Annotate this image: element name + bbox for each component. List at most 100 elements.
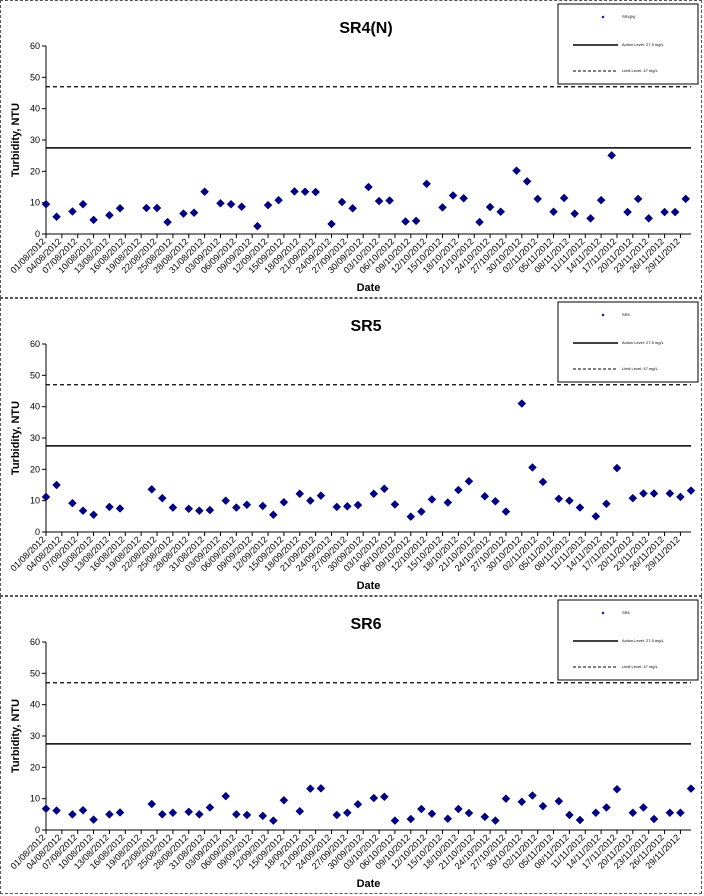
data-point (385, 196, 395, 205)
y-tick-label: 0 (35, 825, 40, 835)
data-point (253, 221, 262, 231)
y-tick-label: 50 (30, 668, 40, 678)
data-point (316, 491, 326, 501)
legend-entry: SR4(N) (622, 14, 636, 19)
data-point (205, 803, 215, 812)
data-point (78, 199, 88, 209)
y-tick-label: 30 (30, 731, 40, 741)
data-point (649, 489, 659, 498)
y-tick-label: 10 (30, 496, 40, 506)
chart-panel-sr5: SR5 0 10 20 30 40 50 60 01/08/2012 04/08/2012 07/0… (0, 298, 702, 596)
data-point (115, 504, 125, 513)
data-point (332, 810, 342, 820)
data-point (89, 815, 98, 825)
legend-entry: Action Level: 27.5 mg/L (622, 638, 665, 643)
data-point (78, 506, 88, 516)
data-point (364, 182, 373, 192)
data-point (305, 784, 315, 793)
y-tick-label: 30 (30, 135, 40, 145)
data-point (459, 193, 469, 203)
legend-entry: Action Level: 27.5 mg/L (622, 42, 665, 47)
data-point (279, 795, 289, 805)
data-point (586, 213, 595, 223)
data-point (438, 203, 447, 212)
data-point (168, 503, 178, 512)
data-point (538, 801, 548, 811)
data-point (665, 808, 675, 818)
data-point (115, 203, 125, 213)
data-point (602, 803, 611, 812)
data-point (380, 792, 389, 802)
data-point (528, 791, 537, 800)
data-point (300, 187, 310, 197)
legend-entry: Limit Level: 47 mg/L (622, 366, 659, 371)
data-point (194, 809, 204, 819)
y-axis-label: Turbidity, NTU (10, 103, 22, 177)
data-point (295, 489, 305, 499)
data-point (157, 809, 167, 819)
data-point (591, 808, 601, 818)
data-point (639, 803, 648, 812)
chart-title: SR5 (350, 318, 381, 335)
legend-entry: Limit Level: 47 mg/L (622, 664, 659, 669)
data-point (591, 511, 601, 521)
data-point (237, 202, 246, 212)
data-point (491, 816, 500, 825)
data-point (570, 209, 580, 218)
data-point (163, 217, 172, 227)
data-point (454, 485, 463, 495)
data-point (353, 799, 363, 809)
data-point (268, 510, 278, 520)
data-point (348, 203, 357, 213)
data-point (52, 806, 61, 815)
data-point (480, 812, 490, 822)
legend-box (557, 3, 699, 85)
chart-title: SR4(N) (339, 20, 392, 37)
data-point (380, 484, 389, 494)
data-point (512, 166, 521, 176)
data-point (665, 489, 675, 498)
data-point (639, 489, 648, 498)
data-point (623, 207, 632, 217)
data-point (369, 489, 379, 499)
x-axis-label: Date (357, 580, 381, 592)
data-point (686, 486, 696, 495)
data-point (316, 783, 326, 793)
data-point (612, 463, 622, 473)
data-point (369, 793, 379, 803)
data-point (501, 507, 511, 516)
data-point (305, 496, 315, 506)
data-point (142, 203, 151, 213)
data-point (670, 207, 680, 217)
data-point (607, 150, 617, 160)
legend-entry: SR5 (622, 312, 631, 317)
data-point (332, 502, 342, 512)
legend-box (557, 301, 699, 383)
legend-entry: Action Level: 27.5 mg/L (622, 340, 665, 345)
data-point (157, 493, 167, 503)
data-point (565, 810, 574, 820)
data-point (342, 501, 352, 511)
data-point (538, 477, 548, 487)
data-point (89, 215, 98, 225)
data-point (575, 503, 585, 512)
data-point (147, 485, 157, 494)
y-tick-label: 20 (30, 762, 40, 772)
y-tick-label: 0 (35, 229, 40, 239)
data-point (602, 499, 611, 509)
data-point (628, 808, 638, 818)
data-point (52, 480, 61, 490)
data-point (448, 191, 458, 200)
data-point (274, 195, 283, 205)
data-point (686, 784, 696, 793)
y-axis-label: Turbidity, NTU (10, 401, 22, 475)
y-tick-label: 30 (30, 433, 40, 443)
data-point (342, 808, 352, 818)
y-tick-label: 40 (30, 402, 40, 412)
data-point (633, 194, 643, 204)
data-point (311, 187, 320, 197)
data-point (427, 495, 437, 504)
data-point (205, 505, 215, 515)
data-point (549, 207, 558, 217)
data-point (105, 502, 114, 512)
